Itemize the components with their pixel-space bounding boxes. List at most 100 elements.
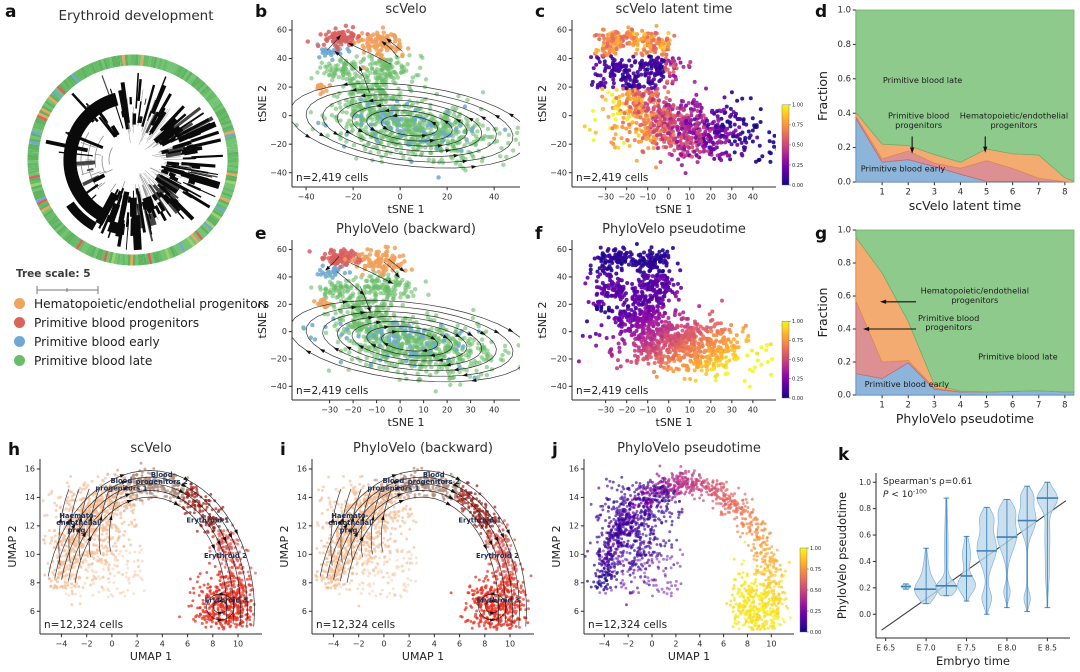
panel-a-title: Erythroid development (58, 8, 214, 24)
panel-a: a Erythroid development Tree scale: 5 He… (0, 0, 269, 435)
svg-text:40: 40 (748, 193, 758, 202)
svg-text:0.75: 0.75 (792, 123, 803, 129)
svg-text:−40: −40 (298, 193, 315, 202)
svg-text:10: 10 (685, 406, 695, 415)
svg-text:2: 2 (906, 188, 911, 198)
colorbar (799, 547, 808, 633)
svg-text:60: 60 (557, 26, 567, 35)
h-points (41, 461, 257, 631)
f-points (576, 242, 776, 389)
scvelo-latent-time-plot: −30 −20 −10 0 10 20 30 40 −40 −20 0 20 40 60 scVelo la… (530, 0, 810, 222)
svg-text:5: 5 (984, 188, 989, 198)
panel-letter-i: i (280, 440, 286, 460)
svg-text:20: 20 (706, 193, 716, 202)
panel-c-svg: −30 −20 −10 0 10 20 30 40 −40 −20 0 20 40 60 scVelo la… (536, 2, 803, 216)
legend-item-2: Primitive blood early (14, 332, 269, 351)
svg-text:n=2,419 cells: n=2,419 cells (296, 172, 368, 184)
svg-text:−40: −40 (270, 168, 287, 177)
phylovelo-fraction-area-plot: 1 2 3 4 5 6 7 8 0.0 0.2 0.4 0.6 0.8 1.0 PhyloVelo pseu… (810, 222, 1080, 435)
svg-text:1.0: 1.0 (837, 6, 851, 16)
phylovelo-pseudotime-tsne-plot: −30 −20 −10 0 10 20 30 40 −40 −20 0 20 40 60 PhyloVelo… (530, 222, 810, 435)
phylovelo-backward-umap-plot: −4 −2 0 2 4 6 8 10 6 8 10 12 14 16 PhyloVelo (backward… (272, 435, 544, 672)
thick-clade-arc (63, 92, 119, 223)
e-streamlines (292, 256, 520, 383)
svg-text:0.50: 0.50 (792, 143, 803, 149)
svg-text:4: 4 (958, 188, 963, 198)
svg-text:30: 30 (727, 406, 737, 415)
panel-letter-a: a (5, 2, 17, 22)
svg-text:−30: −30 (597, 406, 614, 415)
area-late (855, 9, 1075, 182)
svg-text:PhyloVelo pseudotime: PhyloVelo pseudotime (602, 222, 746, 237)
svg-text:20: 20 (442, 406, 452, 415)
svg-text:0: 0 (666, 406, 671, 415)
svg-text:−10: −10 (368, 406, 385, 415)
svg-text:n=2,419 cells: n=2,419 cells (296, 385, 368, 397)
svg-text:−20: −20 (270, 355, 287, 364)
svg-text:tSNE 2: tSNE 2 (256, 302, 269, 339)
svg-text:0.25: 0.25 (792, 163, 803, 169)
svg-text:scVelo latent time: scVelo latent time (909, 198, 1022, 213)
axes: −40 −20 0 20 40 −40 −20 0 20 40 60 scVelo tSNE 1 tSNE… (256, 2, 520, 216)
panel-h: h −4 −2 0 2 4 6 8 10 6 8 10 12 14 16 scVelo UMAP 1 UMAP … (0, 435, 272, 672)
svg-text:Hematopoietic/endothelial: Hematopoietic/endothelial (960, 110, 1068, 120)
panel-j: j −4 −2 0 2 4 6 8 10 6 8 10 12 14 16 PhyloVelo pseudot… (544, 435, 830, 672)
svg-text:0.0: 0.0 (837, 178, 851, 188)
svg-text:0: 0 (282, 327, 287, 336)
panel-k-svg: E 6.5 E 7.0 E 7.5 E 8.0 E 8.50.00.20.40.60.8… (835, 473, 1070, 668)
svg-text:3: 3 (932, 188, 937, 198)
svg-text:−20: −20 (550, 355, 567, 364)
svg-text:−20: −20 (345, 406, 362, 415)
g-areas (855, 229, 1075, 396)
svg-text:1.00: 1.00 (792, 103, 803, 109)
svg-text:10: 10 (685, 193, 695, 202)
svg-text:tSNE 1: tSNE 1 (656, 416, 693, 429)
svg-text:−10: −10 (639, 193, 656, 202)
pseudotime-embryo-violin-plot: E 6.5 E 7.0 E 7.5 E 8.0 E 8.5 0.0 0.2 0.4 0.6 0.8… (830, 435, 1080, 672)
j-points (584, 464, 792, 632)
svg-text:progenitors: progenitors (990, 120, 1037, 130)
svg-text:PhyloVelo (backward): PhyloVelo (backward) (336, 222, 476, 237)
tree-scale-label: Tree scale: 5 (16, 268, 91, 280)
violins (900, 481, 1059, 615)
panel-letter-j: j (552, 440, 558, 460)
svg-text:60: 60 (277, 245, 287, 254)
panel-g: g 1 2 3 4 5 6 7 8 0.0 0.2 0.4 0.6 0.8 1.0 PhyloVelo ps… (810, 222, 1080, 435)
svg-text:tSNE 2: tSNE 2 (536, 302, 549, 339)
axes: −30 −20 −10 0 10 20 30 40 −40 −20 0 20 40 60 PhyloVelo… (536, 222, 776, 429)
circular-phylogeny-plot (0, 26, 250, 326)
svg-text:60: 60 (277, 26, 287, 35)
svg-text:40: 40 (557, 54, 567, 63)
svg-text:−20: −20 (550, 140, 567, 149)
trend-line (881, 500, 1067, 631)
svg-text:40: 40 (489, 193, 499, 202)
svg-text:scVelo: scVelo (385, 2, 426, 17)
axes: −30 −20 −10 0 10 20 30 40 −40 −20 0 20 40 60 PhyloVelo… (256, 222, 520, 429)
svg-text:20: 20 (706, 406, 716, 415)
svg-text:tSNE 2: tSNE 2 (256, 85, 269, 122)
svg-text:tSNE 1: tSNE 1 (388, 416, 425, 429)
panel-d: d 1 2 3 4 5 6 7 8 0.0 0.2 0.4 0.6 0.8 1.0 scVelo laten… (810, 0, 1080, 222)
i-streamlines (319, 470, 527, 627)
area-late (855, 229, 1075, 393)
svg-text:−40: −40 (550, 168, 567, 177)
svg-text:20: 20 (277, 83, 287, 92)
svg-text:7: 7 (1036, 188, 1041, 198)
svg-text:scVelo latent time: scVelo latent time (615, 2, 732, 17)
legend-dot (14, 298, 25, 309)
panel-b: b −40 −20 0 20 40 −40 −20 0 20 40 60 scVelo tSNE 1 tS… (250, 0, 530, 222)
panel-letter-d: d (815, 2, 828, 22)
svg-text:Fraction: Fraction (815, 71, 830, 121)
g-annotations: Hematopoietic/endothelialprogenitorsPrim… (863, 286, 1058, 389)
svg-text:0.4: 0.4 (837, 109, 851, 119)
svg-text:40: 40 (748, 406, 758, 415)
axes: E 6.5 E 7.0 E 7.5 E 8.0 E 8.50.00.20.40.60.8… (835, 473, 1070, 668)
colorbar (781, 320, 790, 399)
panel-letter-h: h (8, 440, 21, 460)
svg-text:−20: −20 (618, 193, 635, 202)
legend-label: Primitive blood late (34, 353, 153, 368)
